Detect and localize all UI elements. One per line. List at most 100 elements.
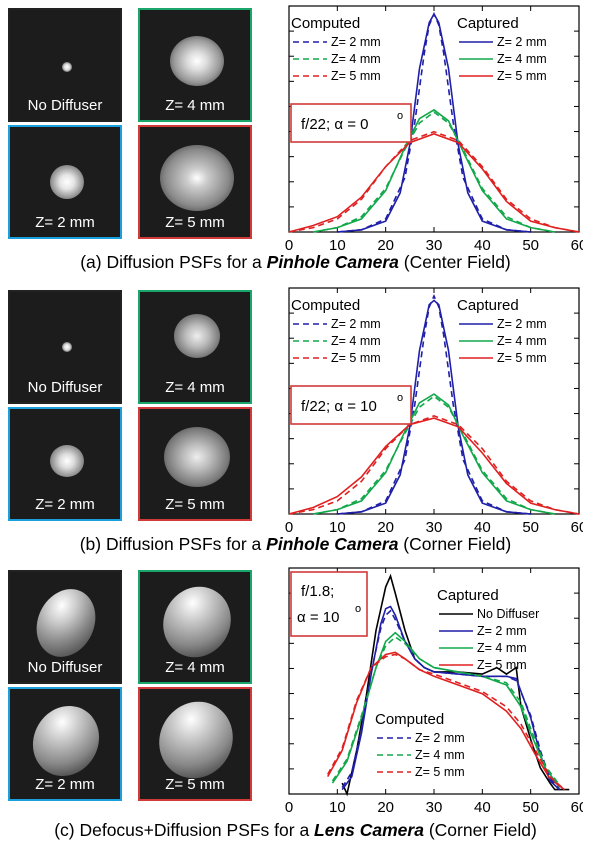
x-tick-label: 40 <box>474 519 491 536</box>
legend-entry: Z= 2 mm <box>331 317 381 331</box>
psf-spot <box>62 62 72 72</box>
legend-entry: Z= 5 mm <box>497 351 547 365</box>
psf-thumb-z5: Z= 5 mm <box>138 407 252 521</box>
legend-entry: Z= 2 mm <box>331 35 381 49</box>
psf-spot <box>62 342 72 352</box>
panel-c: No Diffuser Z= 4 mm Z= 2 mm Z= 5 mm 0 10 2… <box>0 562 591 842</box>
legend-entry: Z= 2 mm <box>415 731 465 745</box>
x-tick-label: 10 <box>329 237 346 254</box>
caption-suffix: (Corner Field) <box>423 820 537 840</box>
psf-thumb-no-diffuser: No Diffuser <box>8 570 122 684</box>
legend-entry: Z= 4 mm <box>415 748 465 762</box>
annotation-degree: o <box>397 110 403 122</box>
x-tick-label: 30 <box>426 519 443 536</box>
x-tick-label: 40 <box>474 237 491 254</box>
series-line <box>341 609 561 791</box>
caption-emph: Lens Camera <box>314 820 424 840</box>
legend-entry: Z= 2 mm <box>497 35 547 49</box>
figure-caption: (c) Defocus+Diffusion PSFs for a Lens Ca… <box>0 820 591 841</box>
legend-entry: Z= 5 mm <box>477 658 527 672</box>
legend-entry: Z= 5 mm <box>331 69 381 83</box>
psf-spot <box>164 427 230 487</box>
psf-spot <box>174 314 220 358</box>
x-tick-label: 20 <box>377 799 394 816</box>
annotation-degree: o <box>397 392 403 404</box>
series-line <box>288 415 580 515</box>
panel-a: No Diffuser Z= 4 mm Z= 2 mm Z= 5 mm 0 10 2… <box>0 0 591 280</box>
thumb-label: Z= 4 mm <box>165 659 225 676</box>
legend-title: Captured <box>457 15 519 32</box>
annotation-box <box>290 571 368 637</box>
series-line <box>313 393 555 515</box>
x-tick-label: 50 <box>522 237 539 254</box>
series-line <box>327 651 565 791</box>
psf-thumb-z5: Z= 5 mm <box>138 687 252 801</box>
thumb-label: Z= 4 mm <box>165 379 225 396</box>
legend-entry: Z= 5 mm <box>415 765 465 779</box>
legend-entry: Z= 5 mm <box>331 351 381 365</box>
psf-spot <box>25 579 107 667</box>
psf-thumb-z2: Z= 2 mm <box>8 407 122 521</box>
series-line <box>313 108 555 233</box>
x-tick-label: 50 <box>522 519 539 536</box>
series-line <box>313 395 555 515</box>
psf-spot <box>50 445 84 477</box>
x-tick-label: 30 <box>426 799 443 816</box>
panel-b: No Diffuser Z= 4 mm Z= 2 mm Z= 5 mm 0 10 2… <box>0 282 591 562</box>
psf-spot <box>170 36 224 86</box>
annotation-text: f/22; α = 0 <box>301 116 368 133</box>
caption-emph: Pinhole Camera <box>266 252 399 272</box>
x-tick-label: 30 <box>426 237 443 254</box>
series-line <box>337 299 531 515</box>
x-tick-label: 10 <box>329 519 346 536</box>
legend-entry: Z= 4 mm <box>477 641 527 655</box>
psf-thumb-z4: Z= 4 mm <box>138 8 252 122</box>
thumb-label: Z= 5 mm <box>165 496 225 513</box>
thumb-label: Z= 5 mm <box>165 214 225 231</box>
psf-thumb-no-diffuser: No Diffuser <box>8 8 122 122</box>
x-tick-label: 60 <box>571 799 583 816</box>
legend-entry: Z= 4 mm <box>331 334 381 348</box>
legend-entry: Z= 2 mm <box>477 624 527 638</box>
legend-entry: Z= 4 mm <box>497 334 547 348</box>
figure-caption: (a) Diffusion PSFs for a Pinhole Camera … <box>0 252 591 273</box>
x-tick-label: 60 <box>571 237 583 254</box>
x-tick-label: 0 <box>285 799 293 816</box>
caption-emph: Pinhole Camera <box>266 534 399 554</box>
psf-spot <box>50 165 84 199</box>
x-tick-label: 20 <box>377 519 394 536</box>
series-line <box>313 111 555 233</box>
annotation-text: f/22; α = 10 <box>301 398 377 415</box>
thumb-label: Z= 2 mm <box>35 496 95 513</box>
thumb-label: No Diffuser <box>27 659 103 676</box>
legend-entry: Z= 2 mm <box>497 317 547 331</box>
series-line <box>288 417 580 515</box>
legend-title: Computed <box>375 711 444 728</box>
series-line <box>337 12 531 233</box>
psf-thumb-z2: Z= 2 mm <box>8 687 122 801</box>
annotation-box <box>290 385 412 425</box>
x-tick-label: 20 <box>377 237 394 254</box>
thumb-label: Z= 5 mm <box>165 776 225 793</box>
thumb-label: No Diffuser <box>27 379 103 396</box>
caption-suffix: (Center Field) <box>398 252 511 272</box>
figure-caption: (b) Diffusion PSFs for a Pinhole Camera … <box>0 534 591 555</box>
legend-title: Computed <box>291 297 360 314</box>
psf-chart: 0 10 20 30 40 50 60 Computed Z= 2 mm Z= 4 mm Z= 5 … <box>285 5 583 254</box>
caption-prefix: (c) Defocus+Diffusion PSFs for a <box>54 820 315 840</box>
thumb-label: Z= 2 mm <box>35 776 95 793</box>
thumb-label: Z= 2 mm <box>35 214 95 231</box>
psf-spot <box>150 574 244 670</box>
psf-thumb-z4: Z= 4 mm <box>138 570 252 684</box>
annotation-degree: o <box>355 603 361 615</box>
legend-entry: Z= 4 mm <box>331 52 381 66</box>
thumb-label: Z= 4 mm <box>165 97 225 114</box>
psf-chart: 0 10 20 30 40 50 60 Captured No Diffuser Z= 2 mm Z… <box>285 567 583 816</box>
x-tick-label: 50 <box>522 799 539 816</box>
psf-thumb-z4: Z= 4 mm <box>138 290 252 404</box>
annotation-text: f/1.8; <box>301 583 334 600</box>
series-line <box>327 653 566 791</box>
legend-title: Computed <box>291 15 360 32</box>
legend-entry: No Diffuser <box>477 607 539 621</box>
psf-chart: 0 10 20 30 40 50 60 Computed Z= 2 mm Z= 4 mm Z= 5 … <box>285 287 583 536</box>
